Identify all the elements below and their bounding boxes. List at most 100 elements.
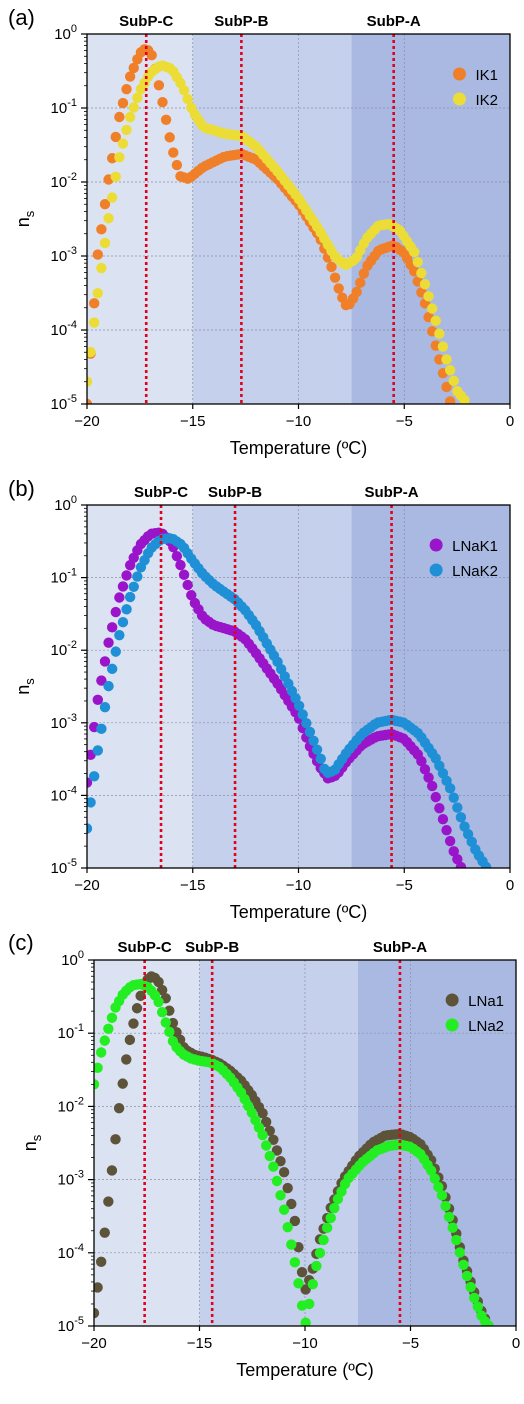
data-point <box>416 756 427 767</box>
data-point <box>333 283 344 294</box>
data-point <box>99 1035 110 1046</box>
data-point <box>430 791 441 803</box>
data-point <box>430 315 441 327</box>
panel-label: (b) <box>8 476 35 501</box>
data-point <box>114 629 125 641</box>
data-point <box>412 256 423 268</box>
data-point <box>275 1155 286 1167</box>
panel-label: (c) <box>8 930 34 955</box>
x-tick-label: −10 <box>292 1335 317 1352</box>
data-point <box>434 802 445 814</box>
data-point <box>452 854 463 865</box>
data-point <box>94 1062 103 1074</box>
data-point <box>157 97 168 108</box>
data-point <box>351 286 362 298</box>
data-point <box>103 213 114 224</box>
x-tick-label: −10 <box>286 877 311 894</box>
data-point <box>164 1026 175 1038</box>
data-point <box>278 1166 290 1178</box>
data-point <box>300 1284 311 1295</box>
data-point <box>434 328 445 339</box>
data-point <box>106 663 118 675</box>
data-point <box>329 272 341 283</box>
data-point <box>114 592 125 603</box>
data-point <box>293 700 305 711</box>
subpop-label: SubP-C <box>119 13 173 30</box>
data-point <box>423 772 434 783</box>
data-point <box>135 990 146 1002</box>
shaded-region-1 <box>199 960 358 1326</box>
data-point <box>441 381 452 393</box>
x-tick-label: −5 <box>396 413 413 430</box>
data-point <box>110 171 121 182</box>
data-point <box>96 723 107 735</box>
x-axis-label: Temperature (ºC) <box>236 1360 374 1380</box>
data-point <box>160 1017 171 1028</box>
data-point <box>156 1007 168 1018</box>
data-point <box>440 1200 451 1212</box>
x-tick-label: −5 <box>396 877 413 894</box>
data-point <box>132 571 143 582</box>
y-tick-label: 10-5 <box>58 1315 84 1335</box>
data-point <box>293 1278 304 1289</box>
y-tick-label: 100 <box>54 494 77 514</box>
y-tick-label: 10-4 <box>58 1242 84 1262</box>
subpop-label: SubP-B <box>214 13 268 30</box>
data-point <box>480 861 492 868</box>
x-tick-label: −20 <box>74 413 99 430</box>
data-point <box>459 394 470 404</box>
subpop-label: SubP-C <box>118 939 172 956</box>
y-tick-label: 10-2 <box>51 171 77 191</box>
legend: LNaK1 LNaK2 <box>429 538 498 580</box>
data-point <box>311 744 323 755</box>
series-LNa2 <box>94 978 494 1326</box>
data-point <box>121 1054 132 1065</box>
data-point <box>472 1301 484 1312</box>
data-point <box>182 579 193 591</box>
subpop-label: SubP-B <box>185 939 239 956</box>
data-point <box>437 341 449 352</box>
data-point <box>264 1150 275 1162</box>
subpop-label: SubP-A <box>373 939 427 956</box>
shaded-region-2 <box>351 34 510 404</box>
legend-marker <box>445 993 459 1007</box>
data-point <box>454 1247 466 1258</box>
data-point <box>321 1222 333 1234</box>
y-tick-label: 10-3 <box>51 712 77 732</box>
data-point <box>282 1221 293 1233</box>
data-point <box>175 559 186 571</box>
data-point <box>128 1018 139 1029</box>
data-point <box>483 1320 494 1326</box>
data-point <box>92 694 103 706</box>
y-tick-label: 10-1 <box>58 1022 84 1042</box>
data-point <box>178 569 190 580</box>
data-point <box>117 97 129 109</box>
y-axis-label: ns <box>20 1134 44 1151</box>
data-point <box>408 246 420 258</box>
data-point <box>99 237 111 249</box>
data-point <box>121 83 132 95</box>
data-point <box>110 1134 121 1145</box>
data-point <box>455 812 467 823</box>
data-point <box>436 1190 448 1201</box>
data-point <box>455 861 467 868</box>
x-tick-label: −10 <box>286 413 311 430</box>
data-point <box>171 550 183 562</box>
data-point <box>110 646 121 657</box>
gridlines <box>94 960 516 1326</box>
data-point <box>278 1204 290 1215</box>
data-point <box>110 131 121 143</box>
data-point <box>124 71 136 82</box>
data-point <box>99 199 111 210</box>
shaded-region-1 <box>192 505 352 868</box>
legend-marker <box>452 92 466 106</box>
data-point <box>103 1196 114 1207</box>
data-point <box>103 1023 114 1034</box>
data-point <box>87 376 93 387</box>
data-point <box>153 996 164 1008</box>
data-point <box>106 622 118 633</box>
legend-label: LNaK2 <box>452 563 498 580</box>
data-point <box>94 1307 100 1319</box>
data-point <box>178 85 190 96</box>
